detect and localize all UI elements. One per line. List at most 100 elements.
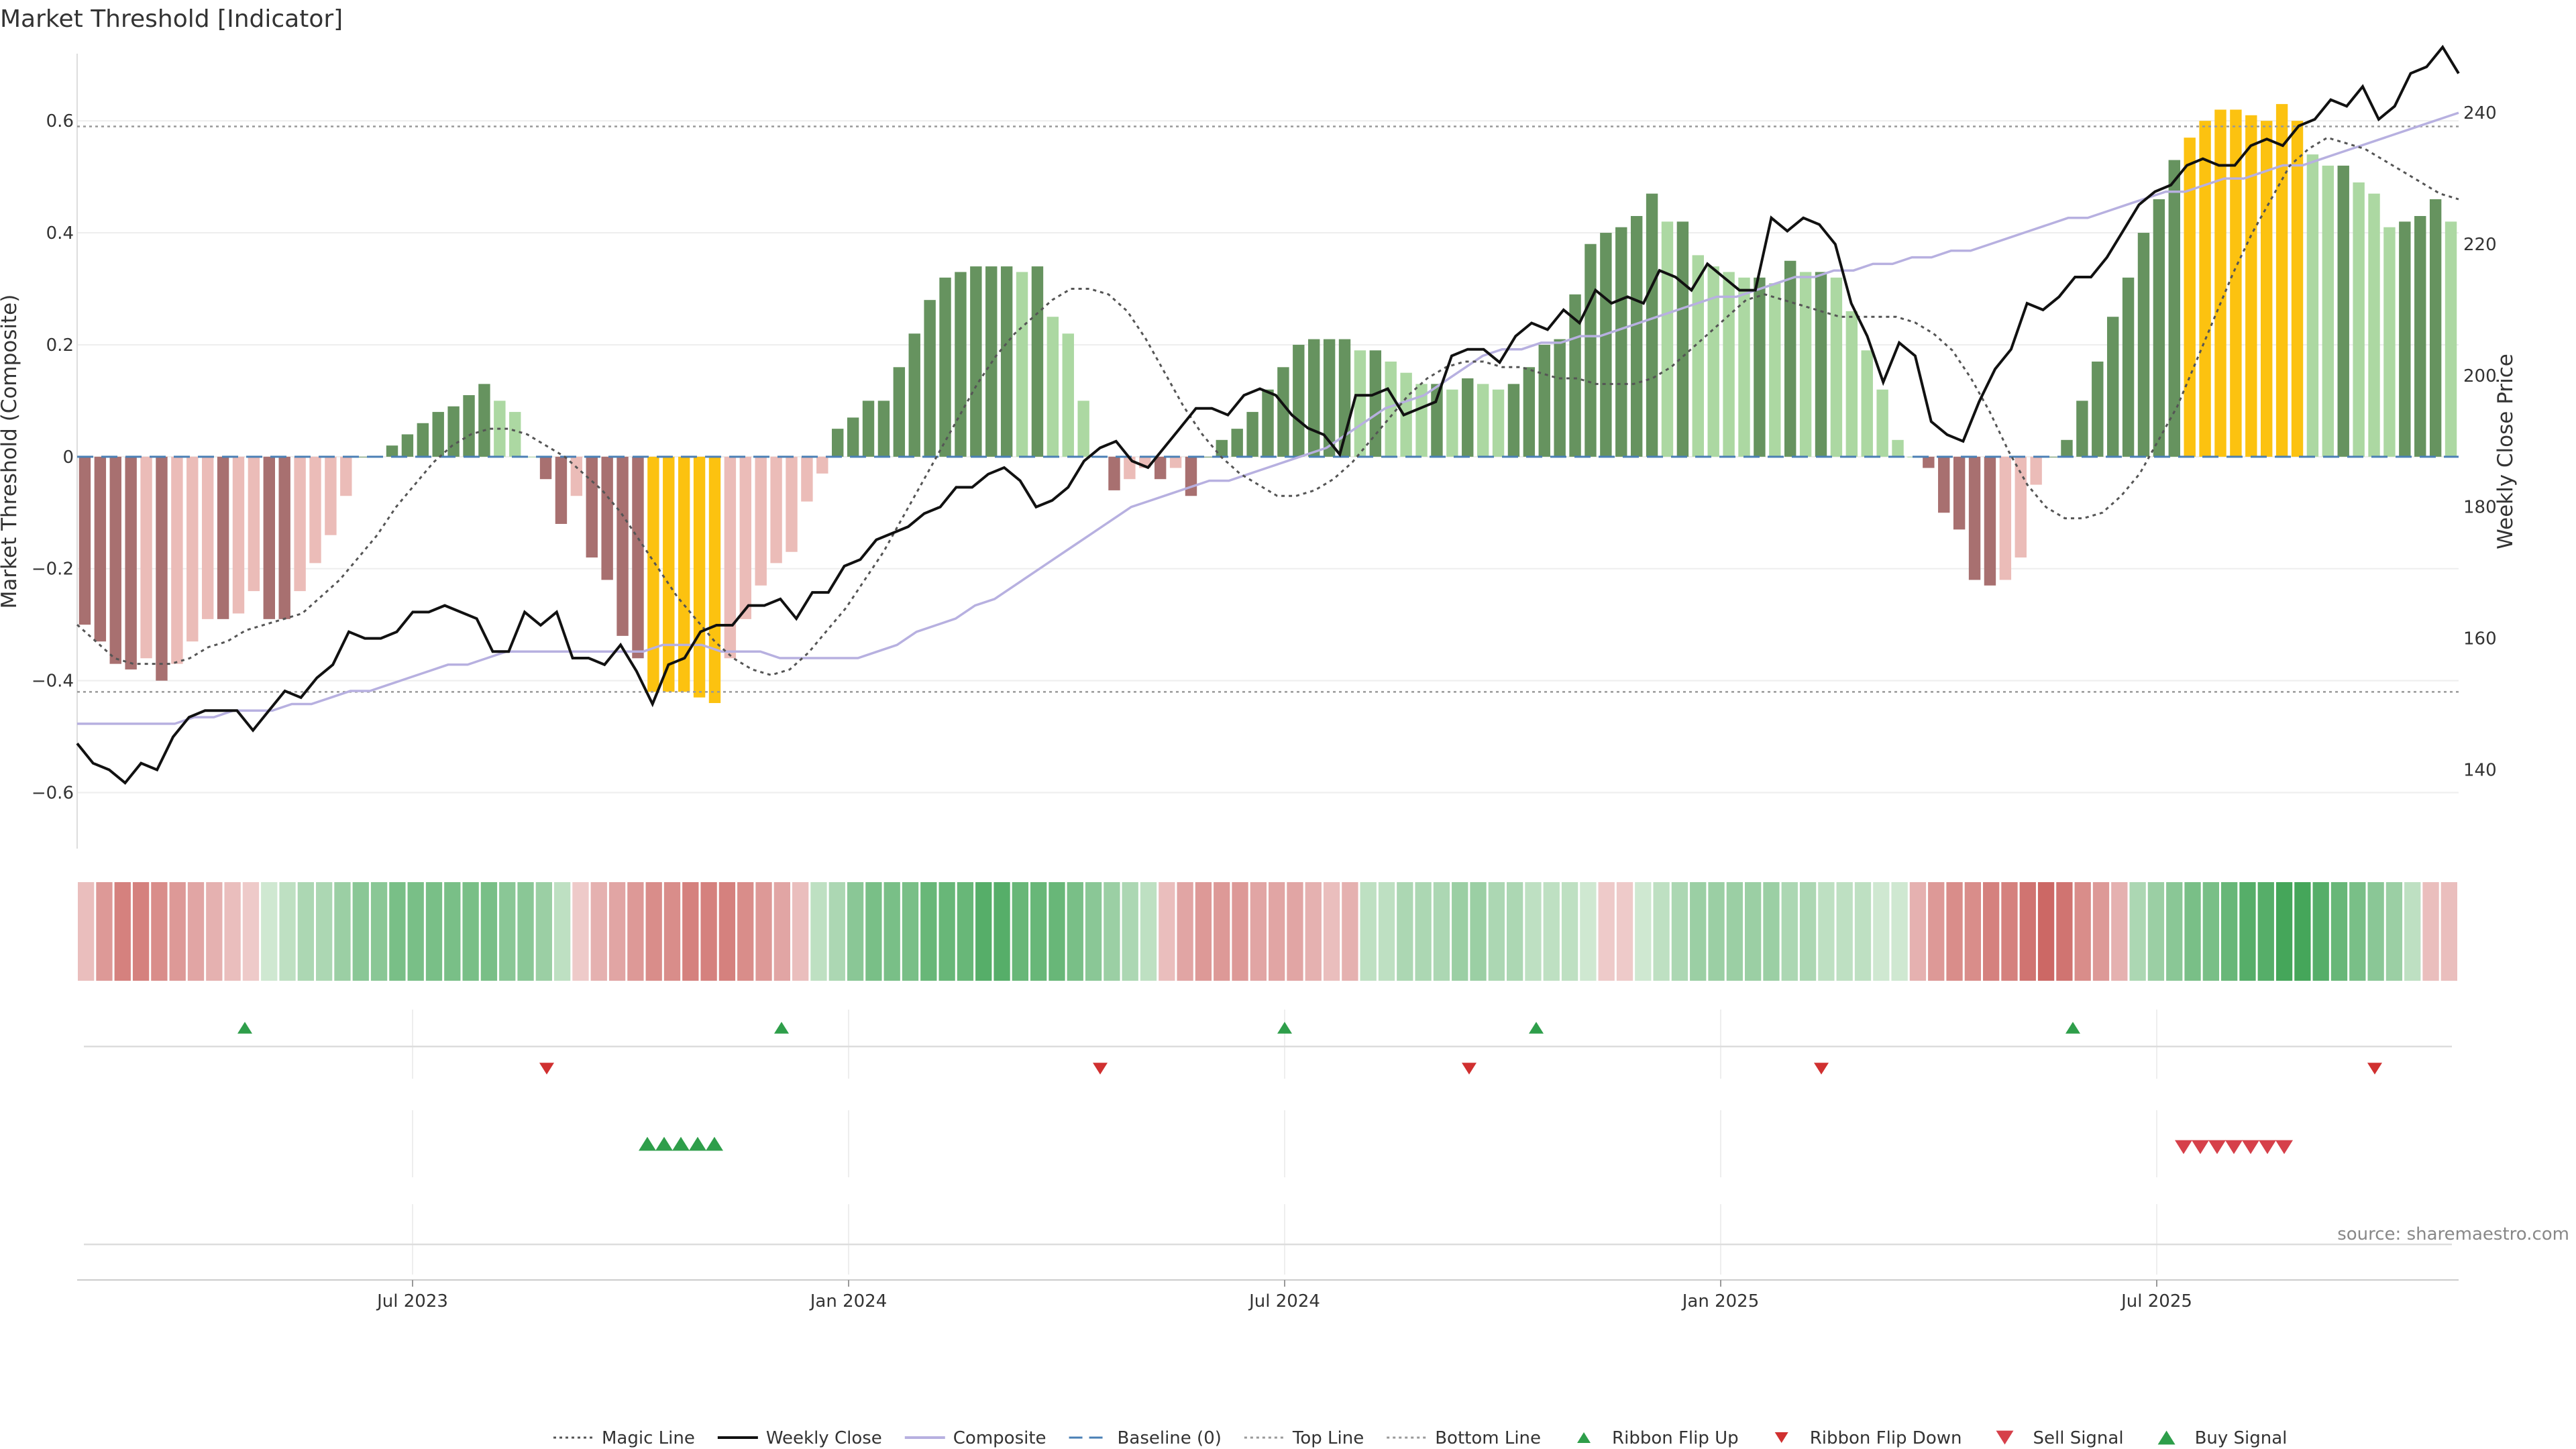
composite-bar bbox=[1830, 277, 1843, 457]
composite-bar bbox=[1769, 283, 1781, 457]
legend-swatch bbox=[2157, 1430, 2176, 1445]
legend-entry: Buy Signal bbox=[2157, 1428, 2287, 1448]
composite-bar bbox=[601, 456, 613, 580]
composite-bar bbox=[786, 456, 798, 552]
signal-panels bbox=[84, 1010, 2452, 1275]
composite-bar bbox=[2030, 456, 2042, 485]
ribbon-cell bbox=[1214, 882, 1230, 981]
composite-bar bbox=[2445, 221, 2457, 457]
y-right-axis-label: Weekly Close Price bbox=[2493, 354, 2518, 549]
ribbon-cell bbox=[2257, 882, 2274, 981]
composite-bar bbox=[463, 395, 475, 457]
composite-bar bbox=[1569, 294, 1581, 457]
ribbon-cell bbox=[297, 882, 314, 981]
source-label: source: sharemaestro.com bbox=[2337, 1224, 2569, 1244]
ribbon-cell bbox=[444, 882, 461, 981]
composite-bar bbox=[1062, 333, 1074, 457]
ribbon-cell bbox=[462, 882, 479, 981]
ribbon-cell bbox=[2184, 882, 2201, 981]
composite-bar bbox=[1799, 272, 1812, 457]
ribbon-cell bbox=[554, 882, 571, 981]
composite-bar bbox=[1938, 456, 1950, 513]
buy-signal-marker bbox=[706, 1136, 723, 1151]
composite-bar bbox=[2045, 456, 2057, 458]
composite-bar bbox=[78, 456, 91, 625]
composite-bar bbox=[955, 272, 967, 457]
ribbon-cell bbox=[645, 882, 662, 981]
ribbon-cell bbox=[2367, 882, 2384, 981]
ribbon-cell bbox=[1030, 882, 1047, 981]
ribbon-cell bbox=[1104, 882, 1120, 981]
composite-bar bbox=[1784, 260, 1796, 457]
ribbon-cell bbox=[2294, 882, 2311, 981]
ribbon-cell bbox=[1269, 882, 1285, 981]
composite-bar bbox=[1231, 429, 1243, 457]
composite-bar bbox=[125, 456, 137, 669]
ribbon-cell bbox=[499, 882, 516, 981]
ribbon-cell bbox=[2404, 882, 2421, 981]
ribbon-cell bbox=[1507, 882, 1523, 981]
composite-bar bbox=[1246, 412, 1258, 457]
composite-bar bbox=[1323, 339, 1336, 457]
composite-bar bbox=[1892, 439, 1904, 457]
ribbon-cell bbox=[663, 882, 681, 981]
ribbon-cell bbox=[206, 882, 223, 981]
weekly-close-line bbox=[76, 44, 2460, 785]
x-tick-label: Jan 2024 bbox=[809, 1291, 888, 1311]
composite-bar bbox=[2106, 317, 2119, 457]
ribbon-cell bbox=[627, 882, 644, 981]
ribbon-cell bbox=[96, 882, 113, 981]
ribbon-cell bbox=[2074, 882, 2091, 981]
ribbon-flip-up-marker bbox=[1529, 1022, 1544, 1034]
composite-bar bbox=[2306, 154, 2319, 457]
composite-bar bbox=[816, 456, 828, 474]
composite-bar bbox=[678, 456, 690, 692]
composite-bar bbox=[432, 412, 444, 457]
sell-signal-marker bbox=[2259, 1140, 2276, 1155]
ribbon-cell bbox=[2312, 882, 2329, 981]
composite-bar bbox=[708, 456, 721, 704]
ribbon-cell bbox=[1378, 882, 1395, 981]
ribbon-cell bbox=[883, 882, 900, 981]
composite-bar bbox=[2230, 109, 2242, 457]
composite-bar bbox=[555, 456, 568, 524]
ribbon-cell bbox=[1726, 882, 1743, 981]
composite-bar bbox=[2275, 104, 2288, 457]
composite-bar bbox=[2184, 138, 2196, 457]
composite-bar bbox=[1538, 344, 1550, 457]
ribbon-cell bbox=[1360, 882, 1377, 981]
ribbon-cell bbox=[1049, 882, 1065, 981]
composite-bar bbox=[832, 429, 844, 457]
ribbon-cell bbox=[316, 882, 333, 981]
legend-entry: Baseline (0) bbox=[1069, 1428, 1222, 1448]
x-tick-label: Jan 2025 bbox=[1681, 1291, 1760, 1311]
composite-bar bbox=[356, 456, 368, 458]
ribbon-cell bbox=[2129, 882, 2146, 981]
ribbon-cell bbox=[1470, 882, 1487, 981]
ribbon-cell bbox=[1177, 882, 1193, 981]
ribbon-cell bbox=[2275, 882, 2293, 981]
ribbon-cell bbox=[480, 882, 498, 981]
ribbon-flip-down-marker bbox=[1462, 1063, 1477, 1075]
composite-bar bbox=[970, 266, 982, 457]
ribbon-cell bbox=[572, 882, 589, 981]
legend-entry: Top Line bbox=[1244, 1428, 1364, 1448]
ribbon-cell bbox=[773, 882, 790, 981]
composite-bar bbox=[586, 456, 598, 558]
legend-label: Magic Line bbox=[602, 1428, 695, 1448]
y-left-ticks: 0.6 0.4 0.2 0 −0.2 −0.4 −0.6 bbox=[32, 111, 74, 803]
composite-bar bbox=[309, 456, 321, 564]
composite-bar bbox=[2322, 165, 2334, 457]
legend-entry: Ribbon Flip Down bbox=[1774, 1428, 1962, 1448]
composite-bar bbox=[1154, 456, 1167, 480]
ribbon-cell bbox=[1909, 882, 1927, 981]
ribbon-cell bbox=[1342, 882, 1358, 981]
composite-bar bbox=[1262, 389, 1274, 457]
ribbon-cell bbox=[1873, 882, 1890, 981]
legend-label: Ribbon Flip Up bbox=[1612, 1428, 1739, 1448]
ribbon-cell bbox=[2147, 882, 2165, 981]
ribbon-cell bbox=[1854, 882, 1872, 981]
ribbon-cell bbox=[2221, 882, 2238, 981]
ribbon-cell bbox=[2092, 882, 2110, 981]
ribbon-cell bbox=[920, 882, 937, 981]
